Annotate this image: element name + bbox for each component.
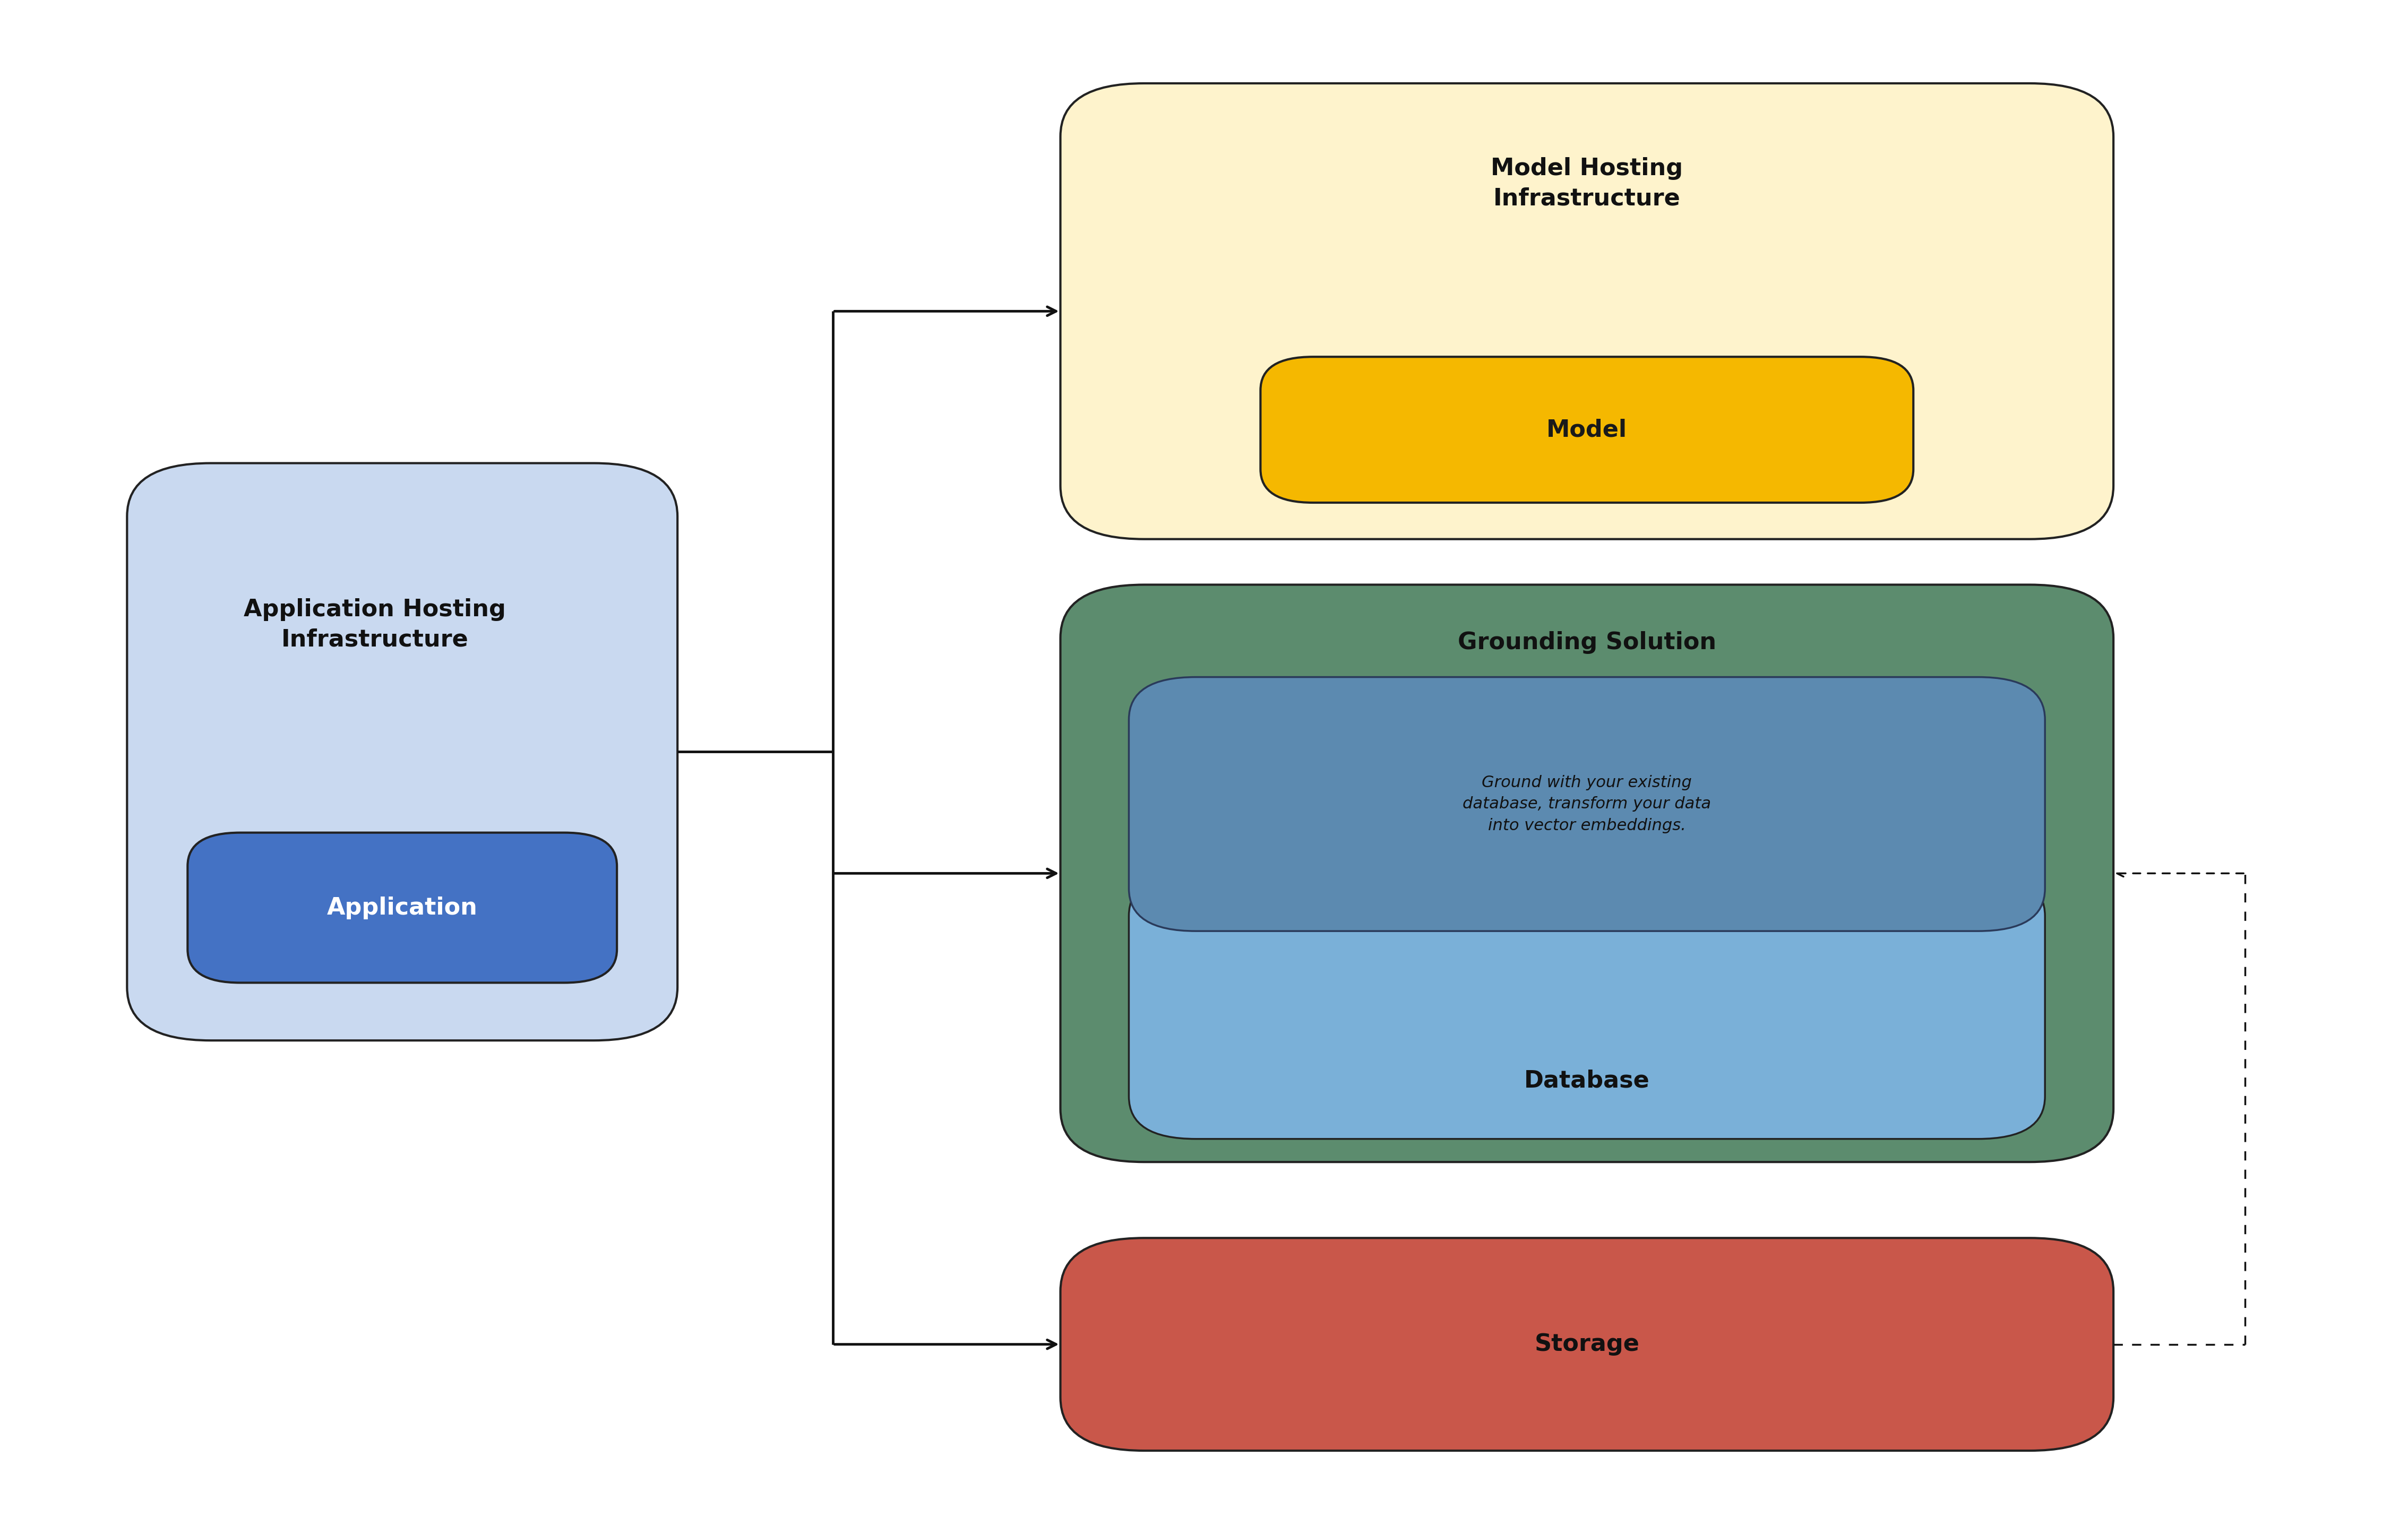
Text: Model: Model	[1546, 419, 1628, 442]
Text: Ground with your existing
database, transform your data
into vector embeddings.: Ground with your existing database, tran…	[1462, 775, 1712, 833]
FancyBboxPatch shape	[1129, 676, 2044, 931]
Text: Application Hosting
Infrastructure: Application Hosting Infrastructure	[243, 598, 506, 652]
FancyBboxPatch shape	[1060, 584, 2114, 1163]
Text: Grounding Solution: Grounding Solution	[1457, 630, 1717, 653]
FancyBboxPatch shape	[128, 463, 677, 1040]
Text: Database: Database	[1524, 1069, 1649, 1092]
FancyBboxPatch shape	[188, 833, 616, 983]
Text: Storage: Storage	[1534, 1333, 1640, 1356]
FancyBboxPatch shape	[1060, 1238, 2114, 1451]
FancyBboxPatch shape	[1060, 83, 2114, 538]
FancyBboxPatch shape	[1259, 357, 1914, 503]
FancyBboxPatch shape	[1129, 873, 2044, 1138]
Text: Application: Application	[327, 896, 477, 919]
Text: Model Hosting
Infrastructure: Model Hosting Infrastructure	[1491, 156, 1683, 210]
